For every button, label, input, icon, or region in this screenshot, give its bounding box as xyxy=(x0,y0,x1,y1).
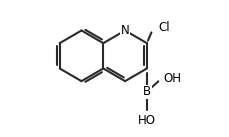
Text: HO: HO xyxy=(138,114,156,127)
Text: B: B xyxy=(143,85,151,98)
Text: N: N xyxy=(121,24,129,37)
Text: Cl: Cl xyxy=(159,21,170,34)
Text: OH: OH xyxy=(163,72,181,85)
